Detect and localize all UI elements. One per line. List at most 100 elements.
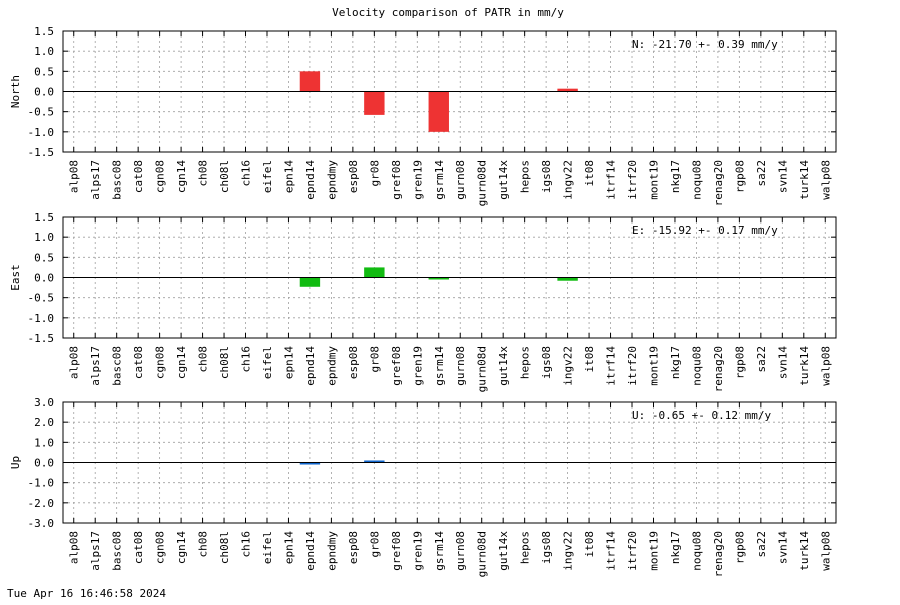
panel-up: 3.0 2.0 1.0 0.0 -1.0 -2.0 -3.0 alp08 alps17 basc0… xyxy=(9,396,837,577)
category-label: epnd14 xyxy=(304,531,317,571)
category-label: renag20 xyxy=(712,346,725,392)
category-label: ch08l xyxy=(218,531,231,564)
y-tick-label: -1.0 xyxy=(28,126,55,139)
category-label: igs08 xyxy=(540,531,553,564)
category-label: nkg17 xyxy=(669,346,682,379)
category-label: gut14x xyxy=(497,346,510,386)
y-tick-label: -0.5 xyxy=(28,292,55,305)
category-label: ch16 xyxy=(240,160,253,187)
panel-north: 1.5 1.0 0.5 0.0 -0.5 -1.0 -1.5 alp08 alps17 basc0… xyxy=(9,25,837,206)
category-label: it08 xyxy=(583,160,596,187)
category-label: sa22 xyxy=(755,160,768,187)
category-label: gurn08 xyxy=(454,531,467,571)
category-label: nkg17 xyxy=(669,160,682,193)
category-label: rgp08 xyxy=(733,346,746,379)
y-tick-label: 0.0 xyxy=(34,272,54,285)
category-label: cat08 xyxy=(132,346,145,379)
chart-title: Velocity comparison of PATR in mm/y xyxy=(332,6,564,19)
category-label: itrf20 xyxy=(626,531,639,571)
y-tick-label: -1.5 xyxy=(28,146,55,159)
category-label: gref08 xyxy=(390,160,403,200)
category-label: sa22 xyxy=(755,346,768,373)
category-label: mont19 xyxy=(647,160,660,200)
category-label: cgn14 xyxy=(175,531,188,564)
category-label: ch08l xyxy=(218,160,231,193)
y-axis-label: Up xyxy=(9,456,22,469)
category-label: eifel xyxy=(261,531,274,564)
y-tick-label: 0.5 xyxy=(34,251,54,264)
footer-timestamp: Tue Apr 16 16:46:58 2024 xyxy=(7,587,166,600)
category-label: mont19 xyxy=(647,346,660,386)
category-label: itrf14 xyxy=(605,160,618,200)
category-label: gref08 xyxy=(390,531,403,571)
category-label: mont19 xyxy=(647,531,660,571)
category-label: cat08 xyxy=(132,531,145,564)
category-label: cgn08 xyxy=(154,346,167,379)
category-label: ingv22 xyxy=(562,531,575,571)
category-label: alp08 xyxy=(68,346,81,379)
category-label: gr08 xyxy=(368,346,381,373)
category-label: gsrm14 xyxy=(433,346,446,386)
velocity-annotation: N: -21.70 +- 0.39 mm/y xyxy=(632,38,778,51)
category-label: cat08 xyxy=(132,160,145,193)
y-tick-label: 2.0 xyxy=(34,416,54,429)
y-tick-label: -2.0 xyxy=(28,497,55,510)
category-label: svn14 xyxy=(776,160,789,193)
bar-epnd14 xyxy=(299,71,321,92)
category-label: epndmy xyxy=(325,531,338,571)
category-label: cgn08 xyxy=(154,531,167,564)
category-label: rgp08 xyxy=(733,531,746,564)
y-axis-label: East xyxy=(9,264,22,291)
category-label: basc08 xyxy=(111,346,124,386)
category-label: gref08 xyxy=(390,346,403,386)
y-tick-label: -1.5 xyxy=(28,332,55,345)
category-label: noqu08 xyxy=(690,531,703,571)
category-label: eifel xyxy=(261,346,274,379)
category-label: ch08 xyxy=(197,346,210,373)
category-label: ch08l xyxy=(218,346,231,379)
category-label: gurn08d xyxy=(476,531,489,577)
category-label: alp08 xyxy=(68,531,81,564)
category-label: esp08 xyxy=(347,346,360,379)
category-label: epn14 xyxy=(282,531,295,564)
category-label: esp08 xyxy=(347,531,360,564)
category-label: gren19 xyxy=(411,531,424,571)
category-label: noqu08 xyxy=(690,346,703,386)
category-label: alps17 xyxy=(89,531,102,571)
y-tick-label: -0.5 xyxy=(28,106,55,119)
category-label: gr08 xyxy=(368,160,381,187)
category-label: noqu08 xyxy=(690,160,703,200)
category-label: ch16 xyxy=(240,531,253,558)
category-label: renag20 xyxy=(712,160,725,206)
category-label: gsrm14 xyxy=(433,531,446,571)
bar-ingv22 xyxy=(557,277,578,281)
category-label: turk14 xyxy=(798,160,811,200)
category-label: epn14 xyxy=(282,160,295,193)
y-tick-label: 0.5 xyxy=(34,65,54,78)
bar-gr08 xyxy=(364,267,385,278)
category-label: gren19 xyxy=(411,346,424,386)
category-label: gren19 xyxy=(411,160,424,200)
category-label: itrf20 xyxy=(626,160,639,200)
category-label: gurn08d xyxy=(476,160,489,206)
category-label: epn14 xyxy=(282,346,295,379)
category-label: epnd14 xyxy=(304,346,317,386)
bar-gr08 xyxy=(364,91,385,115)
y-tick-label: 1.0 xyxy=(34,436,54,449)
category-label: rgp08 xyxy=(733,160,746,193)
bar-gsrm14 xyxy=(428,91,449,132)
category-label: gr08 xyxy=(368,531,381,558)
velocity-annotation: U: -0.65 +- 0.12 mm/y xyxy=(632,409,771,422)
category-label: svn14 xyxy=(776,346,789,379)
category-label: gurn08d xyxy=(476,346,489,392)
category-label: sa22 xyxy=(755,531,768,558)
y-tick-label: 1.5 xyxy=(34,211,54,224)
category-label: walp08 xyxy=(819,160,832,200)
category-label: cgn08 xyxy=(154,160,167,193)
category-label: ingv22 xyxy=(562,346,575,386)
category-label: it08 xyxy=(583,531,596,558)
category-label: svn14 xyxy=(776,531,789,564)
y-tick-label: 0.0 xyxy=(34,457,54,470)
category-label: basc08 xyxy=(111,531,124,571)
